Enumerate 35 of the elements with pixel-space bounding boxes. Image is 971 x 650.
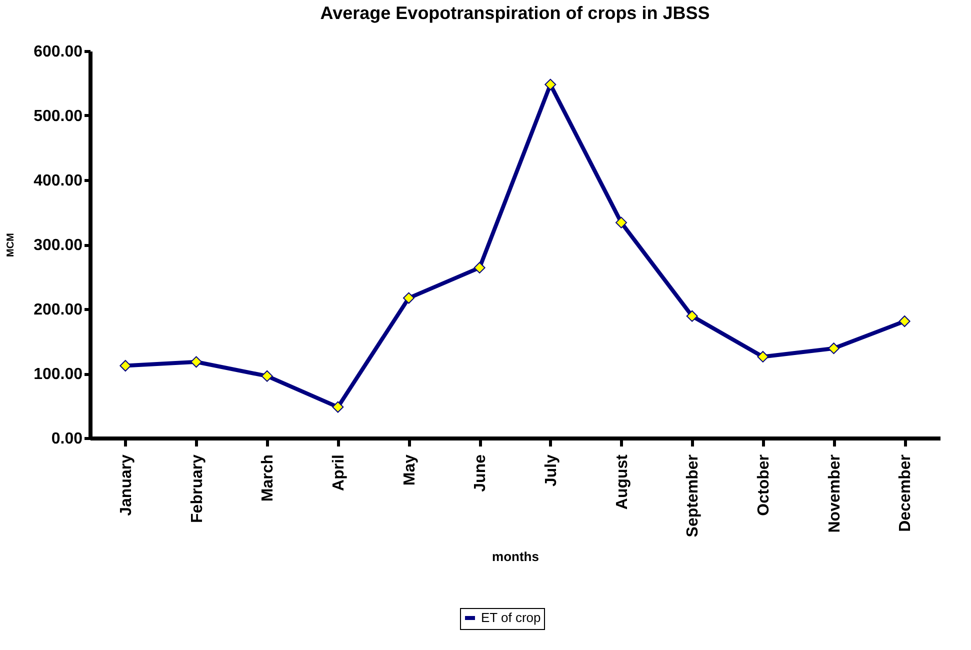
- x-tick-label: June: [472, 454, 490, 492]
- y-tick-label: 500.00: [34, 108, 83, 125]
- point: [686, 310, 698, 322]
- x-tick-label: October: [755, 454, 772, 516]
- x-tick-label: August: [614, 454, 631, 510]
- point: [332, 401, 344, 413]
- point: [403, 292, 414, 304]
- y-tick-label: 600.00: [34, 44, 83, 60]
- y-axis-title: MCM: [6, 233, 17, 257]
- x-tick-label: May: [401, 454, 418, 486]
- x-tick-label: April: [330, 454, 348, 491]
- point: [544, 78, 556, 90]
- point: [261, 370, 273, 382]
- point: [828, 342, 840, 354]
- y-tick-label: 400.00: [34, 172, 83, 190]
- x-tick-label: November: [826, 454, 844, 533]
- point: [120, 360, 132, 372]
- y-tick-label: 100.00: [34, 366, 83, 383]
- point: [616, 216, 627, 228]
- y-tick-label: 200.00: [34, 302, 83, 318]
- legend-label: ET of crop: [481, 610, 541, 625]
- point: [898, 316, 910, 327]
- y-tick-label: 0.00: [51, 430, 83, 448]
- point: [190, 356, 202, 368]
- x-tick-label: January: [118, 454, 135, 516]
- x-tick-label: July: [542, 454, 560, 487]
- x-tick-label: September: [684, 454, 702, 538]
- x-tick-label: March: [260, 454, 277, 502]
- point: [474, 262, 486, 274]
- chart-title: Average Evopotranspiration of crops in JBSS: [320, 3, 710, 23]
- y-tick-label: 300.00: [34, 237, 83, 254]
- point: [757, 350, 769, 362]
- x-tick-label: February: [188, 454, 206, 523]
- x-axis-title: months: [492, 549, 539, 564]
- x-tick-label: December: [897, 454, 914, 532]
